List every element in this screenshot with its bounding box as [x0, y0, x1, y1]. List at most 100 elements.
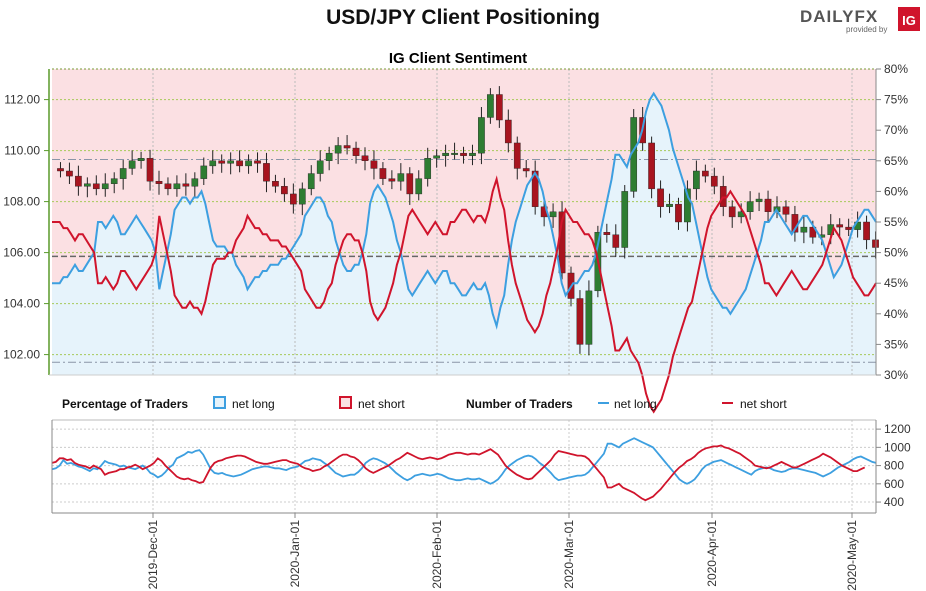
percent-tick-label: 30% [884, 368, 908, 382]
candle-body [764, 198, 772, 213]
percent-tick-label: 65% [884, 154, 908, 168]
candle-body [648, 142, 655, 190]
candle-body [531, 170, 539, 207]
percent-tick-label: 35% [884, 337, 908, 351]
candle-body [254, 160, 261, 164]
candle-body [155, 180, 163, 184]
candle-body [146, 158, 154, 182]
candle-body [585, 290, 593, 345]
candle-body [845, 226, 852, 230]
ig-badge-text: IG [902, 13, 916, 28]
count-tick-label: 600 [884, 477, 904, 491]
candle-body [209, 160, 217, 167]
candle-body [263, 163, 270, 182]
candle-body [200, 165, 208, 179]
candle-body [173, 183, 181, 190]
candle-body [684, 188, 691, 223]
candle-body [307, 173, 315, 190]
candle-body [128, 160, 136, 169]
candle-body [272, 180, 279, 187]
date-tick-label: 2019-Dec-01 [146, 520, 160, 590]
candle-body [119, 168, 127, 179]
net-long-pct-line [52, 91, 877, 330]
candle-body [298, 188, 306, 205]
date-tick-label: 2020-Jan-01 [288, 520, 302, 588]
price-axis-ticks: 102.00 104.00 106.00 108.00 110.00 112.00 [3, 93, 49, 362]
candle-body [316, 160, 324, 174]
brand-text: DAILYFX [800, 7, 878, 26]
candle-body [415, 178, 423, 195]
brand-sub-text: provided by [846, 25, 887, 34]
candle-body [513, 142, 521, 169]
candle-body [84, 183, 91, 187]
candle-body [137, 158, 145, 161]
candle-body [397, 173, 405, 182]
count-tick-label: 800 [884, 459, 904, 473]
candle-body [549, 211, 557, 218]
candle-body [343, 145, 351, 149]
candle-body [290, 193, 297, 205]
candle-body [496, 94, 503, 121]
price-candles [57, 86, 879, 356]
percent-tick-label: 50% [884, 246, 908, 260]
price-tick-label: 106.00 [3, 246, 40, 260]
candle-body [666, 203, 673, 207]
candle-body [92, 183, 100, 190]
net-short-pct-line [52, 175, 877, 414]
percent-tick-label: 60% [884, 184, 908, 198]
candle-body [245, 160, 252, 167]
legend-long-pct-label: net long [232, 397, 275, 411]
candle-body [406, 173, 414, 195]
ig-badge [898, 7, 920, 31]
candle-body [657, 188, 664, 207]
legend-long-box-icon [213, 396, 226, 409]
price-tick-label: 104.00 [3, 297, 40, 311]
candle-body [191, 178, 199, 187]
price-tick-label: 108.00 [3, 195, 40, 209]
price-tick-label: 112.00 [4, 93, 40, 107]
candle-body [370, 160, 378, 169]
legend-short-box-icon [339, 396, 352, 409]
percentage-lines [52, 91, 877, 414]
candle-body [728, 206, 736, 218]
candle-body [379, 168, 387, 179]
percent-tick-label: 75% [884, 93, 908, 107]
net-long-area [52, 93, 876, 375]
candle-body [487, 94, 494, 118]
dailyfx-logo: DAILYFX provided by IG [798, 4, 922, 34]
chart-title: USD/JPY Client Positioning [326, 6, 600, 29]
net-long-count-line [51, 437, 877, 485]
candle-body [603, 231, 611, 235]
legend: Percentage of Traders net long net short… [62, 396, 787, 411]
percent-tick-label: 70% [884, 123, 908, 137]
candle-body [110, 178, 118, 184]
date-axis-ticks: 2019-Dec-01 2020-Jan-01 2020-Feb-01 2020-Ma… [146, 513, 859, 591]
candle-body [621, 191, 629, 248]
candle-body [57, 168, 64, 172]
candle-body [182, 183, 190, 187]
candle-body [388, 178, 396, 182]
legend-short-num-label: net short [740, 397, 787, 411]
percent-tick-label: 55% [884, 215, 908, 229]
candle-body [451, 152, 458, 155]
count-axis-ticks: 400 600 800 1000 1200 [876, 422, 911, 509]
date-tick-label: 2020-Mar-01 [562, 520, 576, 589]
percent-axis-ticks: 30% 35% 40% 45% 50% 55% 60% 65% 70% 75% 80% [876, 62, 908, 382]
legend-long-num-label: net long [614, 397, 657, 411]
candle-body [334, 145, 342, 154]
net-short-count-line [51, 444, 866, 502]
candle-body [227, 160, 234, 164]
candle-body [101, 183, 109, 190]
candle-body [478, 117, 485, 154]
lower-axes [51, 419, 877, 514]
candle-body [746, 201, 754, 213]
date-tick-label: 2020-Apr-01 [705, 520, 719, 587]
candle-body [782, 206, 790, 215]
legend-pct-title: Percentage of Traders [62, 397, 188, 411]
percent-tick-label: 45% [884, 276, 908, 290]
candle-body [612, 234, 620, 248]
candle-body [693, 170, 700, 190]
percent-tick-label: 80% [884, 62, 908, 76]
candle-body [755, 198, 763, 202]
